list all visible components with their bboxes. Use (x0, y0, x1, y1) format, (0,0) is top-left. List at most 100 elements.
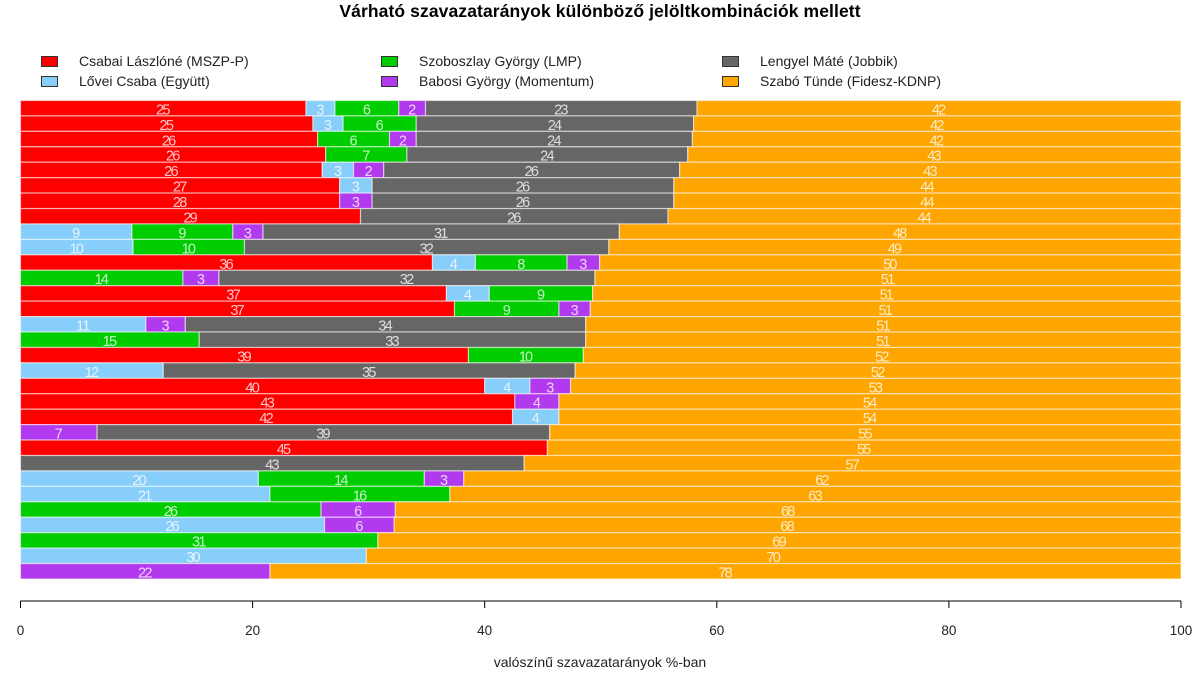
bar-label-lengyel: 35 (362, 365, 376, 381)
bar-label-babosi: 6 (354, 504, 362, 520)
bar-label-szabo: 50 (883, 257, 897, 273)
bar-label-szabo: 57 (845, 457, 859, 473)
legend-label-lengyel: Lengyel Máté (Jobbik) (760, 53, 898, 69)
bar-label-babosi: 3 (244, 226, 252, 242)
bar-label-lengyel: 33 (385, 334, 399, 350)
bar-label-szabo: 43 (923, 164, 937, 180)
bar-label-lengyel: 34 (378, 319, 392, 335)
bar-label-lovei: 20 (132, 473, 146, 489)
bar-label-szoboszlay: 7 (362, 149, 370, 165)
bar-label-csabai: 26 (162, 133, 176, 149)
bar-row: 26 6 2 24 42 (19, 130, 1182, 149)
legend-swatch-szabo (722, 75, 739, 87)
bar-label-lengyel: 26 (516, 180, 530, 196)
bar-label-szabo: 48 (893, 226, 907, 242)
legend-label-szoboszlay: Szoboszlay György (LMP) (419, 53, 582, 69)
bar-row: 25 3 6 24 42 (19, 115, 1182, 134)
bar-label-szoboszlay: 10 (519, 349, 533, 365)
bar-label-lovei: 21 (138, 488, 152, 504)
bar-row: 12 35 52 (19, 362, 1182, 381)
legend-item-babosi: Babosi György (Momentum) (381, 73, 594, 89)
bar-label-csabai: 25 (160, 118, 174, 134)
bar-label-szabo: 43 (927, 149, 941, 165)
bar-label-lengyel: 31 (434, 226, 448, 242)
bar-label-lovei: 9 (72, 226, 80, 242)
bar-row: 26 7 24 43 (19, 146, 1182, 165)
bar-label-csabai: 25 (156, 102, 170, 118)
bar-label-lovei: 11 (76, 319, 90, 335)
bar-label-szoboszlay: 26 (164, 504, 178, 520)
x-tick-label: 0 (17, 623, 25, 638)
bar-label-lengyel: 24 (548, 118, 562, 134)
bar-label-szoboszlay: 8 (517, 257, 525, 273)
legend-label-szabo: Szabó Tünde (Fidesz-KDNP) (760, 73, 942, 89)
bar-label-szabo: 63 (808, 488, 822, 504)
x-tick-label: 40 (477, 623, 492, 638)
legend-item-szabo: Szabó Tünde (Fidesz-KDNP) (722, 73, 941, 89)
bar-label-lovei: 4 (450, 257, 458, 273)
bar-row: 10 10 32 49 (19, 238, 1182, 257)
bar-label-lovei: 26 (165, 519, 179, 535)
legend-swatch-csabai (41, 55, 58, 67)
bar-label-lovei: 30 (186, 550, 200, 566)
bar-row: 36 4 8 3 50 (19, 254, 1182, 273)
bar-label-szabo: 44 (920, 195, 934, 211)
bar-row: 21 16 63 (19, 485, 1182, 504)
bar-label-csabai: 39 (237, 349, 251, 365)
bar-label-babosi: 3 (571, 303, 579, 319)
bar-label-csabai: 26 (166, 149, 180, 165)
bar-label-csabai: 29 (183, 210, 197, 226)
bar-label-csabai: 27 (173, 180, 187, 196)
bar-row: 26 6 68 (19, 501, 1182, 520)
bar-label-szabo: 51 (881, 272, 895, 288)
bar-label-szoboszlay: 16 (353, 488, 367, 504)
bar-row: 25 3 6 2 23 42 (19, 99, 1182, 118)
bar-label-lovei: 3 (352, 180, 360, 196)
bar-label-szoboszlay: 9 (178, 226, 186, 242)
bar-label-lovei: 12 (85, 365, 99, 381)
bar-label-szabo: 70 (766, 550, 780, 566)
legend-swatch-szoboszlay (381, 55, 398, 67)
bar-label-szabo: 55 (858, 427, 872, 443)
bar-label-szabo: 52 (871, 365, 885, 381)
bar-label-babosi: 3 (579, 257, 587, 273)
bar-label-babosi: 2 (399, 133, 407, 149)
bar-label-csabai: 37 (226, 288, 240, 304)
bar-label-szoboszlay: 6 (376, 118, 384, 134)
bar-label-babosi: 6 (355, 519, 363, 535)
bar-label-lovei: 3 (334, 164, 342, 180)
x-tick-label: 100 (1170, 623, 1193, 638)
bar-label-lovei: 4 (532, 411, 540, 427)
bar-label-csabai: 26 (164, 164, 178, 180)
bar-label-lovei: 4 (464, 288, 472, 304)
bar-row: 11 3 34 51 (19, 315, 1182, 335)
bar-label-szabo: 42 (930, 118, 944, 134)
bar-label-babosi: 3 (197, 272, 205, 288)
bar-label-szabo: 69 (772, 535, 786, 551)
bar-label-szoboszlay: 9 (537, 288, 545, 304)
bar-label-szabo: 62 (815, 473, 829, 489)
x-tick-label: 80 (941, 623, 956, 638)
bar-row: 15 33 51 (19, 331, 1182, 350)
bar-label-szoboszlay: 10 (182, 241, 196, 257)
legend-item-lovei: Lővei Csaba (Együtt) (41, 73, 210, 89)
bar-label-lengyel: 32 (419, 241, 433, 257)
bar-label-lovei: 3 (316, 102, 324, 118)
bar-label-szabo: 68 (781, 504, 795, 520)
bar-row: 29 26 44 (19, 207, 1182, 226)
bar-label-szabo: 54 (863, 396, 877, 412)
bar-label-szabo: 52 (875, 349, 889, 365)
bar-label-babosi: 22 (138, 566, 152, 582)
bar-segment-szabo (269, 562, 1182, 580)
x-axis: 0 20 40 60 80 100 (17, 600, 1193, 638)
legend-swatch-lengyel (722, 55, 739, 67)
bar-label-szabo: 44 (920, 180, 934, 196)
bar-label-lengyel: 32 (400, 272, 414, 288)
x-axis-title: valószínű szavazatarányok %-ban (493, 654, 707, 670)
bar-row: 20 14 3 62 (19, 470, 1182, 489)
bar-row: 37 9 3 51 (19, 300, 1182, 319)
bar-row: 43 57 (19, 454, 1182, 473)
bar-label-szabo: 51 (876, 334, 890, 350)
bar-row: 14 3 32 51 (19, 269, 1182, 288)
bar-label-babosi: 3 (162, 319, 170, 335)
